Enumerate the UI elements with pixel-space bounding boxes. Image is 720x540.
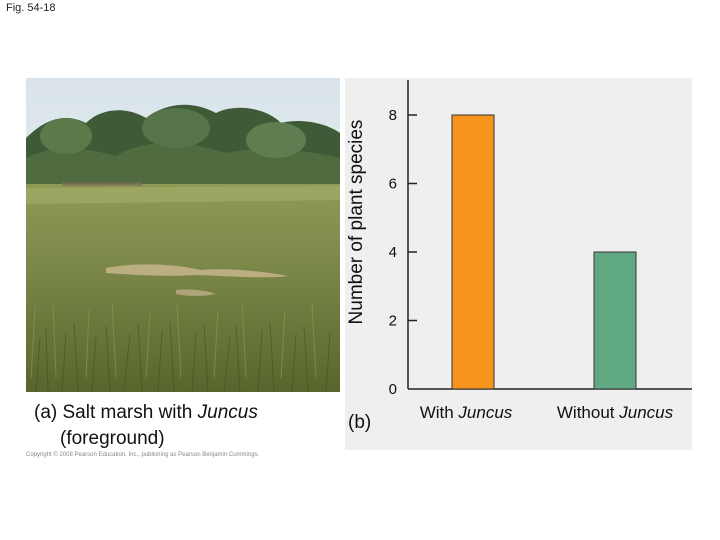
y-tick-label-6: 6 <box>389 176 397 193</box>
figure-label: Fig. 54-18 <box>6 2 56 14</box>
panel-a-caption-italic: Juncus <box>197 402 258 423</box>
x-category-label-1: Without Juncus <box>557 403 674 422</box>
panel-a-caption-text: (a) Salt marsh with <box>34 402 193 423</box>
panel-a-caption: (a) Salt marsh with Juncus (foreground) <box>34 400 258 452</box>
salt-marsh-image <box>26 78 340 392</box>
y-tick-label-2: 2 <box>389 313 397 330</box>
y-tick-label-8: 8 <box>389 107 397 124</box>
bar-0 <box>451 114 495 390</box>
copyright-notice: Copyright © 2008 Pearson Education, Inc.… <box>26 452 260 458</box>
salt-marsh-photo <box>26 78 340 392</box>
x-category-label-0: With Juncus <box>420 403 513 422</box>
panel-a-caption-line2: (foreground) <box>60 428 165 449</box>
bar-1 <box>593 251 637 390</box>
y-tick-label-4: 4 <box>389 244 397 261</box>
panel-b-label: (b) <box>348 412 372 433</box>
y-tick-label-0: 0 <box>389 381 397 398</box>
